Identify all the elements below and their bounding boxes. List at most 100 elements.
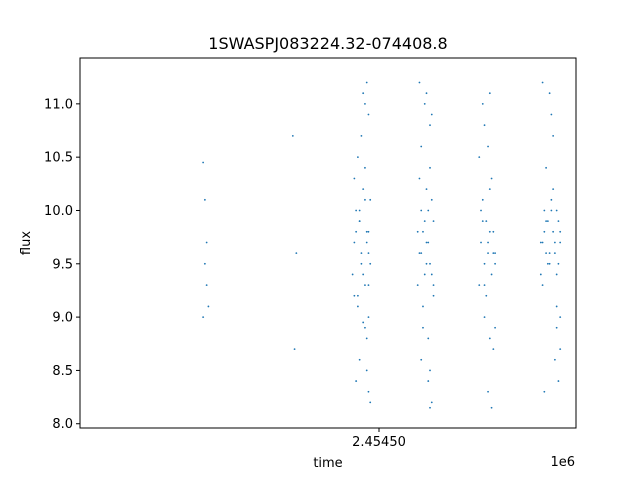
plot-area [80,58,576,428]
data-point [483,284,486,287]
data-point [557,220,560,223]
chart-title: 1SWASPJ083224.32-074408.8 [208,34,447,53]
data-point [353,177,356,180]
data-point [557,262,560,265]
data-point [559,241,562,244]
data-point [546,220,549,223]
data-point [205,241,208,244]
data-point [362,321,365,324]
data-point [423,273,426,276]
data-point [353,294,356,297]
data-point [367,284,370,287]
data-point [487,390,489,393]
data-point [430,198,433,201]
data-point [552,230,555,233]
data-point [552,134,555,137]
data-point [364,326,366,329]
data-point [539,273,542,276]
data-point [483,316,486,319]
data-point [483,124,486,127]
data-point [555,273,558,276]
data-point [422,326,424,329]
data-point [353,241,356,244]
data-point [548,262,551,265]
data-point [490,273,493,276]
y-axis-label: flux [19,231,34,255]
data-point [481,102,484,105]
data-point [559,348,562,350]
data-point [358,358,361,361]
data-point [364,284,366,287]
data-point [420,358,423,361]
data-point [492,348,495,350]
data-point [543,230,546,233]
data-point [432,284,435,287]
data-point [367,252,370,255]
y-tick-label: 8.0 [52,417,73,432]
data-point [541,284,544,287]
data-point [488,337,491,340]
data-point [430,401,433,404]
data-point [357,156,359,159]
data-point [483,262,486,265]
data-point [351,273,354,276]
data-point [357,294,359,297]
data-point [548,252,551,255]
data-point [425,262,428,265]
data-point [550,209,553,212]
data-point [420,145,423,148]
y-tick-label: 11.0 [44,97,73,112]
data-point [202,161,205,164]
data-point [485,294,488,297]
y-tick-label: 9.5 [52,257,73,272]
data-point [365,369,368,372]
data-point [367,113,370,116]
data-point [203,198,206,201]
data-point [487,241,489,244]
data-point [545,252,547,255]
data-point [367,390,370,393]
data-point [545,220,547,223]
data-point [205,284,208,287]
data-point [480,209,482,212]
data-point [365,81,368,84]
data-point [552,188,555,191]
data-point [425,92,428,95]
data-point [202,316,205,319]
data-point [543,209,546,212]
data-point [555,326,558,329]
data-point [367,316,370,319]
data-point [430,113,433,116]
data-point [553,358,556,361]
data-point [364,102,366,105]
data-point [478,284,481,287]
data-point [492,230,495,233]
data-point [418,81,421,84]
data-point [427,337,430,340]
data-point [357,305,359,308]
x-tick-label: 2.45450 [352,435,406,450]
data-point [418,252,421,255]
data-point [550,198,553,201]
data-point [418,177,421,180]
data-point [548,92,551,95]
data-point [494,262,496,265]
data-point [494,326,496,329]
data-point [365,230,368,233]
data-point [367,230,370,233]
data-point [550,113,553,116]
data-point [494,252,496,255]
data-point [492,252,495,255]
data-point [420,252,423,255]
data-point [432,294,435,297]
data-point [422,230,424,233]
data-point [422,305,424,308]
data-point [485,220,488,223]
data-point [362,273,365,276]
data-point [369,262,372,265]
data-point [541,81,544,84]
data-point [365,337,368,340]
data-point [360,252,363,255]
